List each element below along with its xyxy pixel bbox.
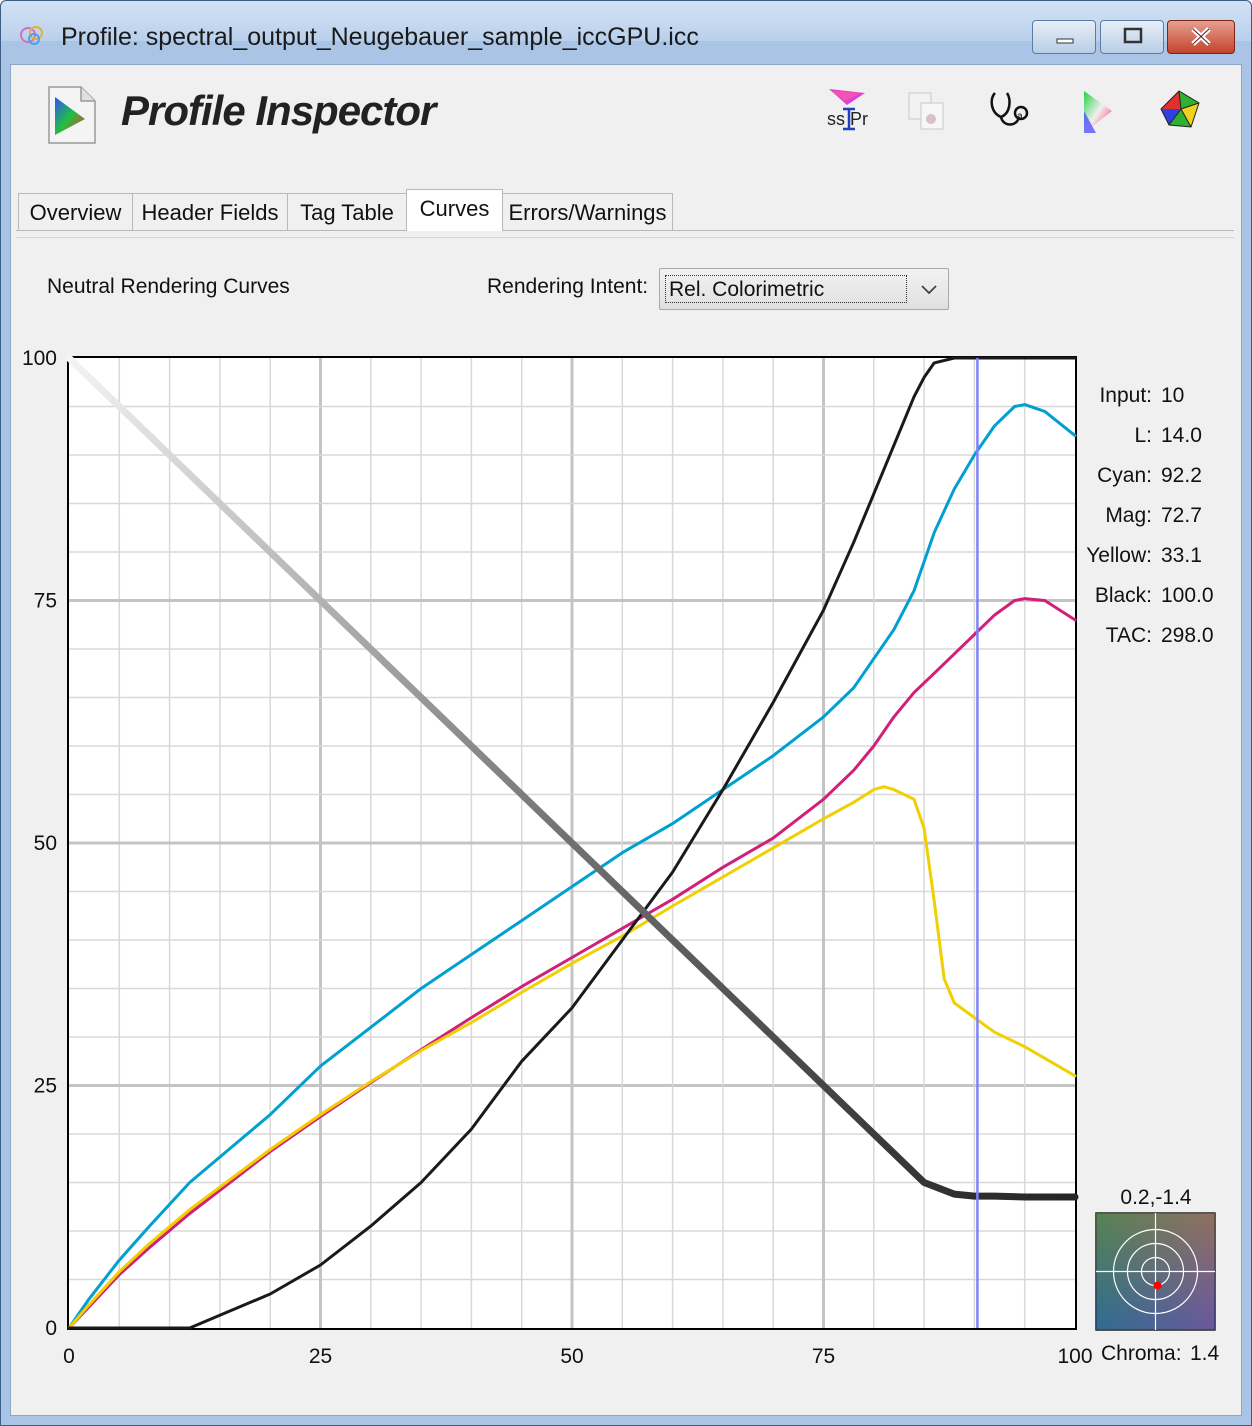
l-value: 14.0: [1161, 424, 1202, 447]
maximize-button[interactable]: [1100, 20, 1164, 54]
stethoscope-icon[interactable]: a: [981, 83, 1039, 139]
chroma-point: [1153, 1281, 1162, 1290]
minimize-icon: [1056, 38, 1074, 44]
rendering-intent-select[interactable]: Rel. Colorimetric: [659, 268, 949, 310]
tab-curves[interactable]: Curves: [406, 189, 503, 231]
close-button[interactable]: [1167, 20, 1235, 54]
black-label: Black:: [1095, 584, 1152, 607]
chroma-value: 1.4: [1190, 1342, 1220, 1365]
tab-errors-warnings[interactable]: Errors/Warnings: [502, 193, 673, 230]
yellow-value: 33.1: [1161, 544, 1202, 567]
black-value: 100.0: [1161, 584, 1214, 607]
yellow-label: Yellow:: [1086, 544, 1152, 567]
x-tick-label: 75: [812, 1345, 835, 1368]
title-bar: Profile: spectral_output_Neugebauer_samp…: [1, 1, 1251, 54]
ab-value: 0.2,-1.4: [1120, 1186, 1192, 1209]
neutral-curves-chart[interactable]: 0 25 50 75 100 0 25 50 75 100 Input: L: Cyan: Mag…: [11, 340, 1242, 1416]
lightness-curve: [65, 354, 1079, 1201]
value-readout: Input: L: Cyan: Mag: Yellow: Black: TAC:: [1086, 384, 1152, 647]
input-value: 10: [1161, 384, 1184, 407]
y-tick-label: 0: [45, 1317, 57, 1340]
gamut-3d-icon[interactable]: [1151, 83, 1209, 139]
chart-ticks: 0 25 50 75 100 0 25 50 75 100: [22, 347, 1093, 1368]
app-icon: [20, 26, 43, 45]
copy-profile-icon[interactable]: [901, 83, 959, 139]
y-tick-label: 75: [34, 590, 57, 613]
chroma-label: Chroma:: [1101, 1342, 1182, 1365]
close-icon: [1191, 27, 1211, 46]
x-tick-label: 25: [309, 1345, 332, 1368]
rendering-intent-value: Rel. Colorimetric: [665, 275, 907, 303]
l-label: L:: [1134, 424, 1152, 447]
gamut-triangle-icon[interactable]: [1066, 83, 1124, 139]
tac-value: 298.0: [1161, 624, 1214, 647]
y-tick-label: 25: [34, 1075, 57, 1098]
svg-text:a: a: [1017, 111, 1023, 122]
mag-value: 72.7: [1161, 504, 1202, 527]
cyan-label: Cyan:: [1097, 464, 1152, 487]
window-title: Profile: spectral_output_Neugebauer_samp…: [61, 23, 699, 51]
chevron-down-icon: [921, 285, 937, 295]
chroma-plot: [1095, 1212, 1216, 1331]
curves-title: Neutral Rendering Curves: [47, 275, 290, 298]
minimize-button[interactable]: [1032, 20, 1096, 54]
panel-divider: [16, 237, 1234, 238]
plot-frame: [67, 356, 1077, 1330]
rendering-intent-label: Rendering Intent:: [487, 275, 649, 298]
input-label: Input:: [1099, 384, 1152, 407]
value-readout-values: 10 14.0 92.2 72.7 33.1 100.0 298.0: [1161, 384, 1214, 647]
svg-text:ss Pr: ss Pr: [827, 109, 868, 129]
yellow-curve: [67, 785, 1077, 1330]
tac-label: TAC:: [1106, 624, 1152, 647]
tab-tag-table[interactable]: Tag Table: [287, 193, 407, 230]
x-tick-label: 100: [1057, 1345, 1092, 1368]
x-tick-label: 50: [560, 1345, 583, 1368]
mag-label: Mag:: [1105, 504, 1152, 527]
profile-logo-icon: [48, 86, 96, 144]
tab-overview[interactable]: Overview: [18, 193, 133, 230]
client-area: Profile Inspector ss Pr a: [10, 64, 1242, 1416]
app-name: Profile Inspector: [121, 87, 436, 134]
gamut-profile-icon[interactable]: ss Pr: [821, 83, 879, 139]
maximize-icon: [1123, 27, 1143, 44]
tab-divider: [16, 230, 1234, 231]
tab-header-fields[interactable]: Header Fields: [132, 193, 288, 230]
y-tick-label: 50: [34, 832, 57, 855]
black-curve: [67, 356, 1077, 1330]
x-tick-label: 0: [63, 1345, 75, 1368]
y-tick-label: 100: [22, 347, 57, 370]
cyan-value: 92.2: [1161, 464, 1202, 487]
